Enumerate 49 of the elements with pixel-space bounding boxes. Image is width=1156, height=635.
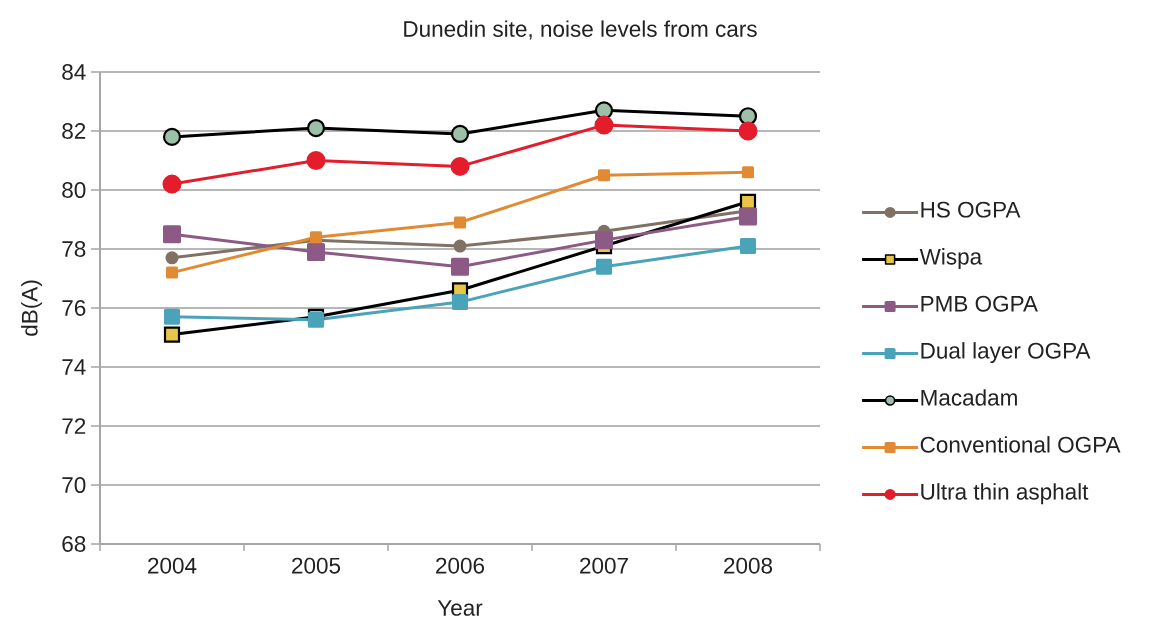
point [450,156,470,176]
x-tick-label: 2004 [148,557,197,574]
point [163,326,181,343]
x-axis-title: Year [437,600,483,616]
legend-label: Conventional OGPA [920,436,1121,453]
chart-title: Dunedin site, noise levels from cars [404,20,757,40]
legend-label: PMB OGPA [921,295,1038,312]
y-tick-label: 84 [62,64,86,80]
point [307,242,325,261]
point [306,118,326,138]
point [739,207,757,226]
y-tick-label: 74 [62,359,86,375]
point [453,216,467,229]
point [742,166,755,179]
legend-label: HS OGPA [921,201,1021,218]
point [163,308,181,325]
point [594,115,614,135]
y-tick-label: 70 [62,477,86,493]
point [738,107,758,126]
point [738,121,758,141]
point [162,127,182,146]
x-tick-label: 2005 [292,557,341,574]
x-tick-label: 2007 [580,557,628,574]
x-tick-label: 2006 [436,557,485,574]
y-tick-label: 82 [62,123,86,139]
y-tick-label: 80 [62,182,86,198]
y-tick-label: 78 [62,241,86,257]
point [451,257,469,276]
point [306,150,326,170]
point [165,266,179,279]
point [596,258,613,275]
y-axis-title: dB(A) [21,280,43,336]
y-tick-label: 76 [62,300,86,316]
y-tick-label: 68 [62,536,86,552]
y-tick-label: 72 [62,418,86,434]
point [595,231,613,250]
legend-label: Wispa [919,248,983,270]
point [162,174,182,194]
point [163,225,181,244]
legend-label: Macadam [921,389,1017,406]
point [165,251,179,265]
legend-label: Dual layer OGPA [921,342,1091,364]
x-tick-label: 2008 [724,557,773,574]
point [451,294,469,311]
point [453,239,467,253]
legend-label: Ultra thin asphalt [921,483,1089,505]
point [450,124,470,144]
point [598,169,611,182]
point [740,238,757,255]
